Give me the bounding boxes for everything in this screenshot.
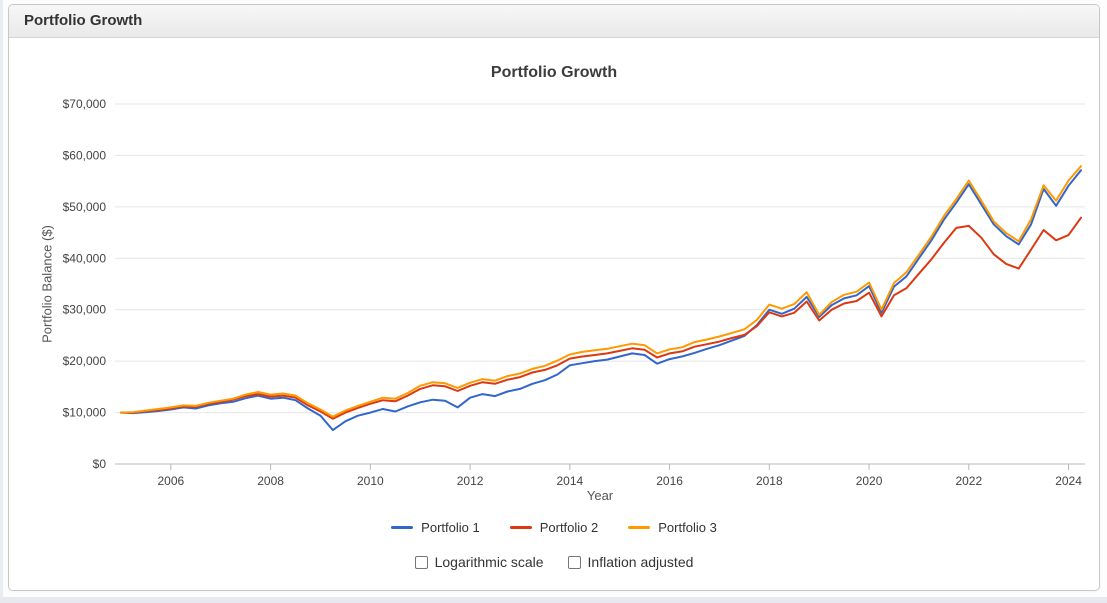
y-tick-label: $10,000: [63, 406, 107, 420]
y-tick-label: $50,000: [63, 200, 107, 214]
x-tick-label: 2014: [556, 474, 583, 488]
y-tick-label: $70,000: [63, 97, 107, 111]
legend: Portfolio 1 Portfolio 2 Portfolio 3: [9, 520, 1099, 535]
legend-item-portfolio-3: Portfolio 3: [628, 520, 717, 535]
inflation-adjusted-checkbox[interactable]: [567, 555, 581, 569]
next-panel-edge: [0, 597, 1107, 603]
y-tick-label: $0: [93, 457, 107, 471]
x-tick-label: 2022: [955, 474, 982, 488]
panel-title: Portfolio Growth: [24, 12, 143, 29]
page-left-edge: [0, 0, 3, 603]
chart: Portfolio Growth Portfolio Balance ($) $…: [9, 38, 1099, 514]
series-line-portfolio-3: [120, 165, 1082, 418]
y-axis-title: Portfolio Balance ($): [39, 225, 55, 343]
panel-header: Portfolio Growth: [9, 5, 1099, 38]
x-tick-label: 2012: [457, 474, 484, 488]
series-line-portfolio-2: [120, 216, 1082, 420]
legend-swatch-portfolio-1: [391, 526, 414, 529]
legend-item-portfolio-1: Portfolio 1: [391, 520, 480, 535]
y-tick-label: $30,000: [63, 303, 107, 317]
legend-label-portfolio-1: Portfolio 1: [421, 520, 480, 535]
x-tick-label: 2006: [158, 474, 185, 488]
x-tick-label: 2020: [856, 474, 883, 488]
series-line-portfolio-1: [120, 169, 1082, 432]
inflation-adjusted-control: Inflation adjusted: [567, 554, 694, 570]
legend-item-portfolio-2: Portfolio 2: [509, 520, 599, 535]
portfolio-growth-panel: Portfolio Growth Portfolio Growth Portfo…: [8, 4, 1100, 591]
legend-label-portfolio-3: Portfolio 3: [658, 520, 717, 535]
logarithmic-scale-checkbox[interactable]: [414, 555, 428, 569]
x-tick-label: 2008: [257, 474, 284, 488]
legend-swatch-portfolio-2: [509, 526, 532, 529]
chart-controls: Logarithmic scale Inflation adjusted: [9, 554, 1099, 570]
logarithmic-scale-label: Logarithmic scale: [434, 554, 544, 570]
legend-label-portfolio-2: Portfolio 2: [539, 520, 599, 535]
x-axis-title: Year: [586, 488, 614, 503]
x-tick-label: 2024: [1055, 474, 1082, 488]
inflation-adjusted-label: Inflation adjusted: [587, 554, 694, 570]
y-tick-label: $60,000: [63, 148, 107, 162]
y-tick-label: $40,000: [63, 251, 107, 265]
chart-title: Portfolio Growth: [490, 64, 618, 81]
x-tick-label: 2018: [756, 474, 783, 488]
legend-swatch-portfolio-3: [628, 526, 651, 529]
y-tick-label: $20,000: [63, 354, 107, 368]
chart-canvas[interactable]: $0 $10,000 $20,000 $30,000 $40,000 $50,000 $60…: [9, 38, 1099, 514]
x-tick-label: 2010: [357, 474, 384, 488]
x-tick-label: 2016: [656, 474, 683, 488]
logarithmic-scale-control: Logarithmic scale: [414, 554, 544, 570]
